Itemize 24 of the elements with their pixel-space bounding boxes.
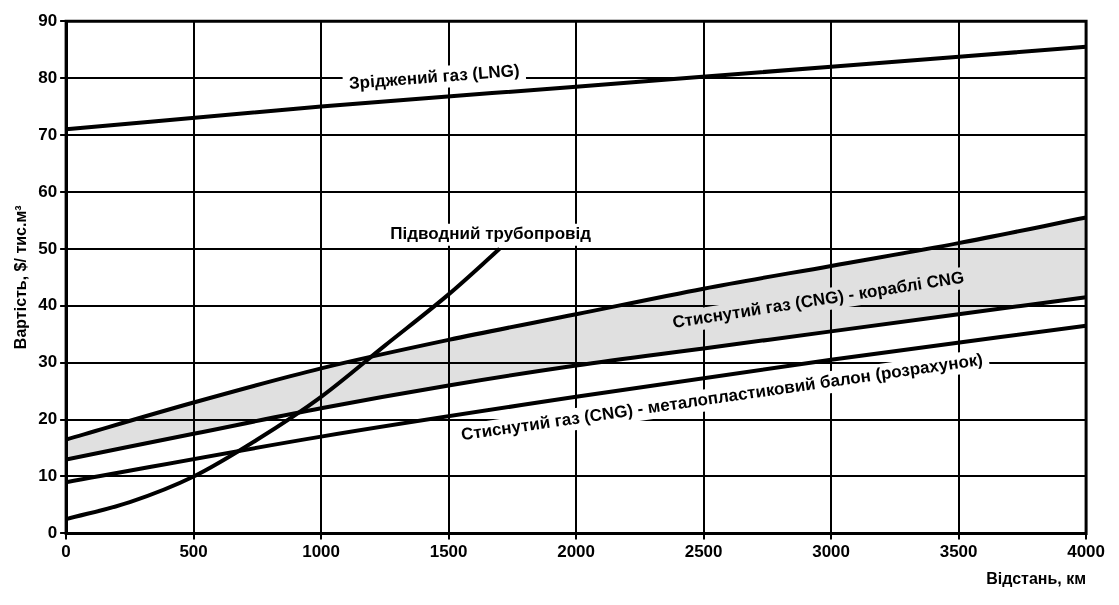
y-tick-label: 80 bbox=[38, 67, 58, 87]
y-tick-label: 0 bbox=[47, 523, 58, 543]
x-tick-label: 4000 bbox=[1067, 542, 1105, 562]
x-tick-label: 3000 bbox=[812, 542, 851, 562]
x-tick-label: 0 bbox=[61, 542, 71, 562]
y-tick-label: 20 bbox=[38, 409, 58, 429]
y-tick-label: 70 bbox=[38, 124, 58, 144]
x-axis-title: Відстань, км bbox=[986, 569, 1087, 587]
y-tick-label: 60 bbox=[38, 181, 58, 201]
x-tick-label: 1000 bbox=[302, 542, 341, 562]
x-tick-label: 2500 bbox=[684, 542, 723, 562]
x-tick-label: 2000 bbox=[557, 542, 596, 562]
series-label: Підводний трубопровід bbox=[390, 224, 592, 244]
y-tick-label: 90 bbox=[38, 10, 58, 30]
y-tick-label: 10 bbox=[38, 466, 58, 486]
y-tick-label: 50 bbox=[38, 238, 58, 258]
series-label: Зріджений газ (LNG) bbox=[348, 60, 521, 93]
y-tick-label: 40 bbox=[38, 295, 58, 315]
y-axis-title: Вартість, $/ тис.м³ bbox=[12, 205, 30, 350]
y-tick-label: 30 bbox=[38, 352, 58, 372]
x-tick-label: 3500 bbox=[939, 542, 978, 562]
x-tick-label: 1500 bbox=[429, 542, 468, 562]
x-tick-label: 500 bbox=[179, 542, 208, 562]
text: Стиснутий газ (CNG) - кораблі CNG bbox=[671, 267, 966, 332]
